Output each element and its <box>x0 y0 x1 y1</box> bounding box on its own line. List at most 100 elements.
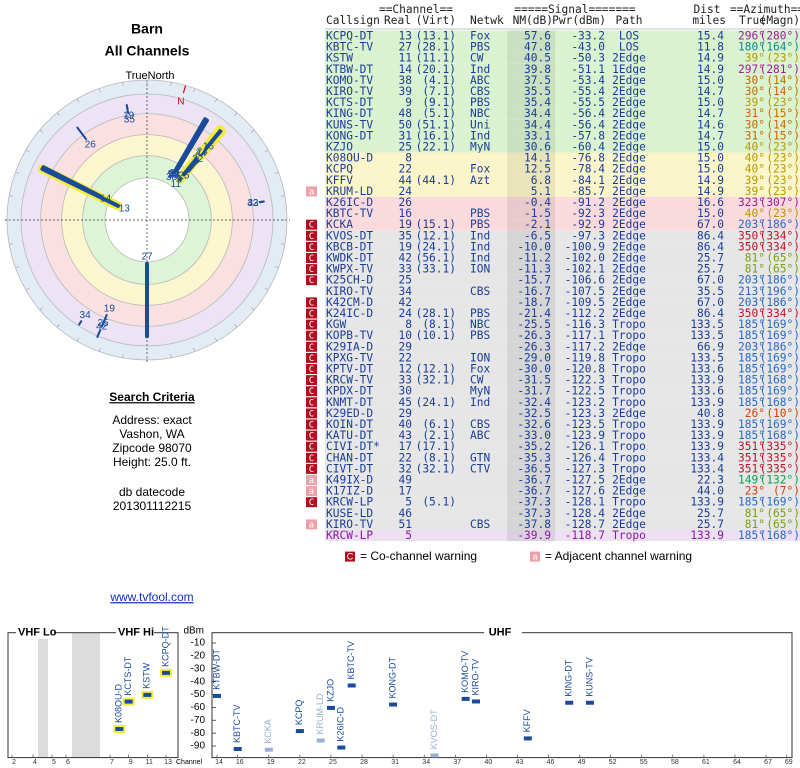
cell-nm: -33.0 <box>517 429 551 442</box>
radar-label: 42 <box>96 321 108 332</box>
nm-column-shade <box>507 474 555 486</box>
cell-true: 30° <box>745 118 765 131</box>
radar-tick <box>274 266 279 269</box>
cell-true: 31° <box>745 129 765 142</box>
y-tick-label: -60 <box>191 702 206 713</box>
row-background <box>325 185 800 197</box>
column-header: True <box>739 14 766 27</box>
radar-tick <box>122 82 124 87</box>
cell-virt: (32.1) <box>416 462 456 475</box>
cell-netwk: PBS <box>470 96 490 109</box>
cell-nm: 5.1 <box>531 185 551 198</box>
cell-nm: 33.1 <box>524 129 551 142</box>
cell-callsign: KGW <box>326 318 346 331</box>
spectrum-mark <box>161 670 170 675</box>
magnetic-north-label: N <box>177 96 184 107</box>
cell-dist: 66.9 <box>697 340 724 353</box>
cell-pwr: -102.1 <box>565 263 605 276</box>
cell-virt: (44.1) <box>416 174 456 187</box>
cell-dist: 14.7 <box>697 85 724 98</box>
cell-virt: (9.1) <box>422 96 456 109</box>
cell-pwr: -56.4 <box>571 118 605 131</box>
cell-nm: -25.5 <box>517 318 551 331</box>
nm-column-shade <box>507 108 555 120</box>
row-background <box>325 496 800 508</box>
cell-netwk: CBS <box>470 285 490 298</box>
warning-mark: C <box>309 243 314 253</box>
x-tick-label: 67 <box>764 759 772 766</box>
cell-real: 49 <box>399 474 412 487</box>
radar-signal <box>125 104 129 111</box>
x-tick-label: 40 <box>484 759 492 766</box>
cell-callsign: KOMO-TV <box>326 74 373 87</box>
radar-signal <box>205 128 221 148</box>
cell-dist: 86.4 <box>697 240 724 253</box>
cell-callsign: K24IC-D <box>326 307 373 320</box>
radar-tick <box>56 323 60 328</box>
cell-real: 24 <box>399 307 413 320</box>
cell-pwr: -123.9 <box>565 429 605 442</box>
warning-box <box>306 352 317 363</box>
cell-real: 17 <box>399 485 412 498</box>
nm-column-shade <box>507 74 555 86</box>
radar-signal <box>96 332 100 338</box>
row-background <box>325 152 800 164</box>
cell-virt: (12.1) <box>416 363 456 376</box>
nm-column-shade <box>507 463 555 475</box>
cell-nm: 40.5 <box>524 52 551 65</box>
cell-true: 351° <box>738 462 765 475</box>
cell-dist: 15.0 <box>697 74 724 87</box>
nm-column-shade <box>507 41 555 53</box>
cell-path: Tropo <box>612 440 646 453</box>
cell-magn: (15°) <box>766 129 800 142</box>
row-background <box>325 507 800 519</box>
site-link[interactable]: www.tvfool.com <box>109 590 193 604</box>
cell-virt: (5.1) <box>422 496 456 509</box>
cell-nm: -36.7 <box>517 485 551 498</box>
radar-tick <box>214 337 218 342</box>
cell-nm: 34.4 <box>524 118 551 131</box>
cell-magn: (10°) <box>766 407 800 420</box>
warning-box <box>306 264 317 275</box>
cell-callsign: K25CH-D <box>326 274 373 287</box>
x-tick-label: 61 <box>702 759 710 766</box>
cell-netwk: Ind <box>470 129 490 142</box>
nm-column-shade <box>507 307 555 320</box>
radar-tick <box>250 307 255 311</box>
cell-magn: (14°) <box>766 85 800 98</box>
cell-real: 14 <box>399 63 413 76</box>
radar-tick <box>39 307 44 311</box>
cell-path: Tropo <box>612 329 646 342</box>
radar-signal <box>76 126 88 141</box>
spectrum-label: KOMO-TV <box>460 651 470 693</box>
cell-magn: (169°) <box>760 385 800 398</box>
cell-callsign: KVOS-DT <box>326 229 373 242</box>
row-background <box>325 141 800 153</box>
cell-real: 24 <box>399 185 413 198</box>
cell-real: 9 <box>405 96 412 109</box>
x-tick-label: 28 <box>360 759 368 766</box>
cell-magn: (7°) <box>773 485 800 498</box>
cell-callsign: KIRO-TV <box>326 518 373 531</box>
cell-callsign: KZJO <box>326 141 353 154</box>
cell-magn: (186°) <box>760 296 800 309</box>
nm-column-shade <box>507 241 555 253</box>
cell-pwr: -56.4 <box>571 107 605 120</box>
spectrum-label: KBTC-TV <box>232 704 242 743</box>
cell-virt: (13.1) <box>416 30 456 43</box>
cell-true: 185° <box>738 374 765 387</box>
cell-virt: (10.1) <box>416 329 456 342</box>
cell-path: Tropo <box>612 396 646 409</box>
cell-pwr: -50.3 <box>571 52 605 65</box>
cell-pwr: -123.3 <box>565 407 605 420</box>
cell-pwr: -57.8 <box>571 129 605 142</box>
cell-path: Tropo <box>612 318 646 331</box>
cell-callsign: KUNS-TV <box>326 118 373 131</box>
cell-nm: -26.3 <box>517 340 551 353</box>
cell-magn: (186°) <box>760 218 800 231</box>
cell-real: 22 <box>399 351 412 364</box>
cell-magn: (164°) <box>760 41 800 54</box>
warning-mark: C <box>309 409 314 419</box>
cell-dist: 15.0 <box>697 152 724 165</box>
x-tick-label: 69 <box>785 759 793 766</box>
